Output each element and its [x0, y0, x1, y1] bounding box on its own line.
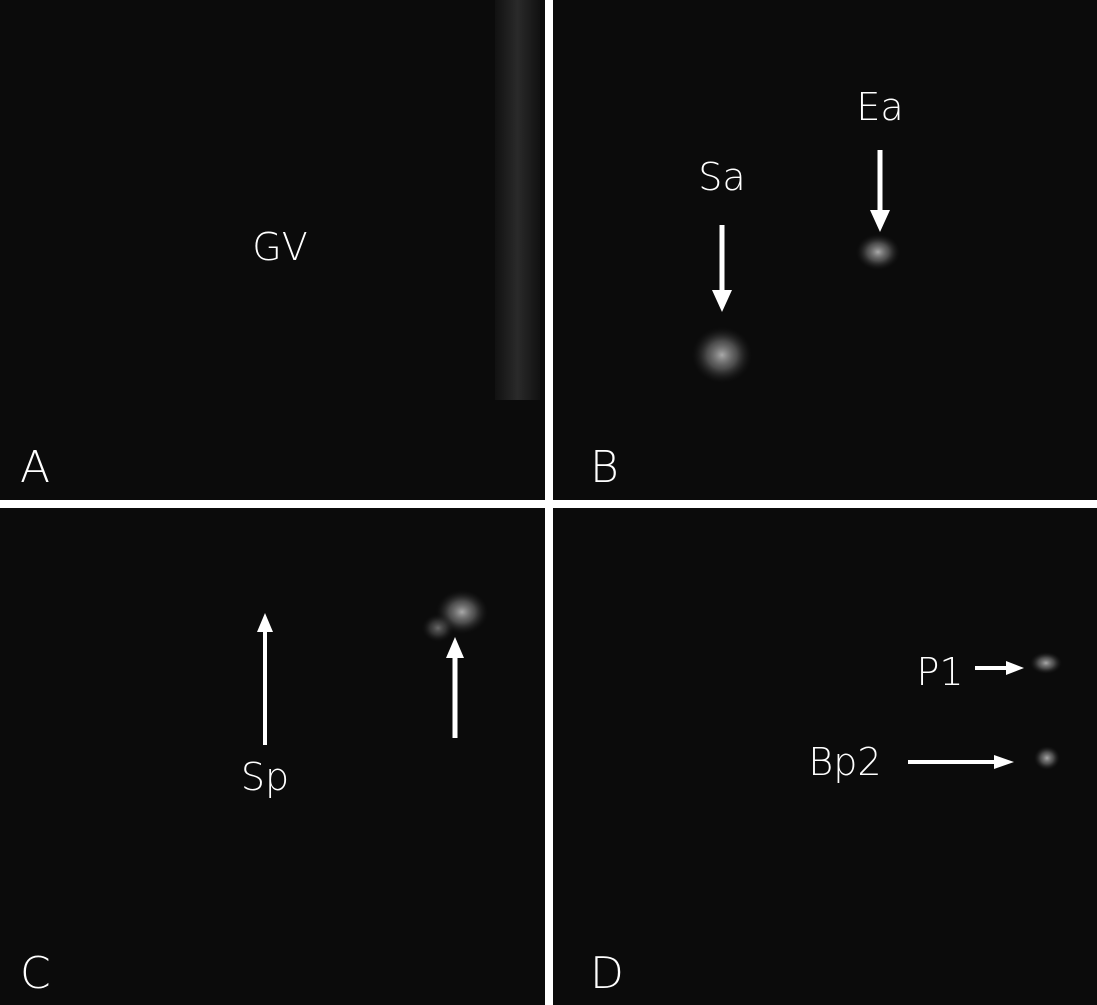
panel-b — [553, 0, 1097, 500]
signal-spot — [1034, 746, 1060, 770]
panel-label: C — [20, 948, 51, 999]
signal-spot — [856, 234, 900, 270]
faint-stripe — [495, 0, 540, 400]
annotation: Sp — [241, 755, 289, 799]
panel-label: B — [590, 442, 619, 493]
annotation: GV — [252, 225, 307, 269]
annotation: P1 — [916, 650, 963, 694]
signal-spot — [692, 327, 752, 383]
page: GV A Sa Ea B Sp C P1 Bp2 D (() => { cons… — [0, 0, 1097, 1005]
annotation: Sa — [698, 155, 745, 199]
annotation: Ea — [856, 85, 903, 129]
annotation: Bp2 — [808, 740, 881, 784]
signal-spot — [422, 614, 454, 642]
panel-label: A — [20, 442, 50, 493]
panel-label: D — [590, 948, 624, 999]
signal-spot — [1030, 652, 1062, 674]
figure: GV A Sa Ea B Sp C P1 Bp2 D — [0, 0, 1097, 1005]
